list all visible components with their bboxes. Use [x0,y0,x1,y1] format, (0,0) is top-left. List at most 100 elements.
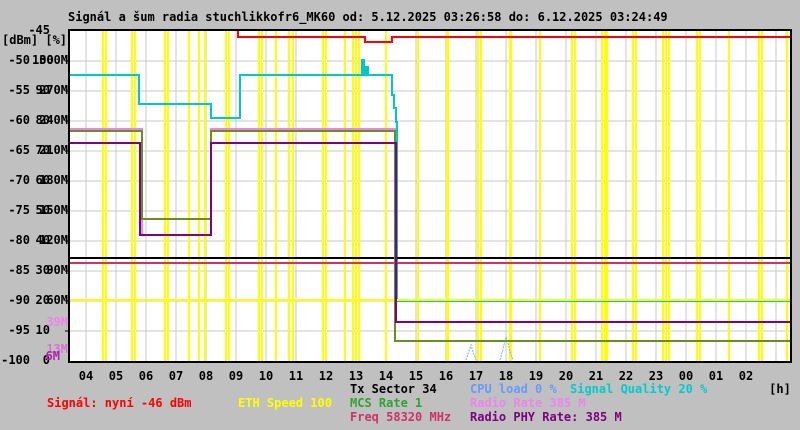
axis-label-dbm: -65 [8,143,30,157]
axis-label-m: 270M [39,83,68,97]
eth-stripe [696,31,698,361]
eth-stripe [105,31,107,361]
eth-stripe [574,31,576,361]
hour-label: 06 [138,369,154,383]
hour-label: 17 [468,369,484,383]
eth-stripe [606,31,608,361]
axis-label-pct: 40 [35,233,50,247]
eth-stripe [188,31,190,361]
axis-label-pct: 30 [35,263,50,277]
eth-stripe [761,31,763,361]
eth-stripe [665,31,667,361]
axis-label-pct: 60 [35,173,50,187]
axis-label-m: 240M [39,113,68,127]
axis-label-dbm: -60 [8,113,30,127]
eth-stripe [385,31,387,361]
axis-label-dbm: -85 [8,263,30,277]
eth-stripe [225,31,227,361]
hour-label: 16 [438,369,454,383]
legend-item: Tx Sector 34 [350,382,437,396]
eth-stripe [539,31,541,361]
legend-item: ETH Speed 100 [238,396,332,410]
eth-stripe [275,31,277,361]
eth-stripe [358,31,360,361]
hour-label: 09 [228,369,244,383]
axis-label-m: 120M [39,233,68,247]
hour-label: 23 [648,369,664,383]
eth-stripe [446,31,449,361]
hour-label: 05 [108,369,124,383]
series-cpu-load [465,343,477,361]
axis-label-dbm: -70 [8,173,30,187]
axis-label-m: 300M [39,53,68,67]
hour-label: 07 [168,369,184,383]
eth-stripe [632,31,634,361]
eth-stripe [292,31,294,361]
hour-label: 13 [348,369,364,383]
eth-stripe [167,31,169,361]
axis-label-dbm: -95 [8,323,30,337]
eth-stripe [344,31,346,361]
hour-label: 02 [738,369,754,383]
hour-label: 22 [618,369,634,383]
eth-stripe [601,31,603,361]
hour-label: 04 [78,369,94,383]
eth-stripe [322,31,324,361]
axis-label-dbm: -100 [1,353,30,367]
eth-stripe [635,31,637,361]
legend-item: MCS Rate 1 [350,396,423,410]
eth-stripe [699,31,701,361]
axis-label-pct: 10 [35,323,50,337]
eth-stripe [604,31,606,361]
axis-label-dbm: -75 [8,203,30,217]
eth-stripe [668,31,670,361]
hour-label: 21 [588,369,604,383]
hour-label: 08 [198,369,214,383]
legend-item: Freq 58320 MHz [350,410,452,424]
axis-label-pct: 90 [35,83,50,97]
legend-item: Signál: nyní -46 dBm [47,396,192,410]
hour-label: 18 [498,369,514,383]
eth-stripe [131,31,133,361]
eth-stripe [352,31,354,361]
axis-label-m: 150M [39,203,68,217]
eth-stripe [662,31,664,361]
hour-label: 14 [378,369,394,383]
axis-unit-label: [dBm] [%] [2,33,68,47]
axis-label-pct: 100 [32,53,54,67]
eth-stripe [204,31,206,361]
eth-stripe [758,31,760,361]
hour-label: 11 [288,369,304,383]
eth-stripe [228,31,230,361]
legend-item: CPU load 0 % [470,382,557,396]
axis-top-tick-label: -45 [28,23,50,37]
series-signal-quality [70,59,790,302]
axis-label-pct: 70 [35,143,50,157]
eth-stripe [325,31,327,361]
axis-label-pct: 50 [35,203,50,217]
hour-label: 15 [408,369,424,383]
eth-stripe [480,31,482,361]
eth-stripe [258,31,260,361]
axis-label-m: 180M [39,173,68,187]
axis-label-m: 90M [46,263,68,277]
eth-stripe [571,31,573,361]
hour-label: 10 [258,369,274,383]
eth-stripe [728,31,730,361]
hour-label: 19 [528,369,544,383]
x-axis-unit-label: [h] [769,382,791,396]
series-signal-dbm [237,31,790,43]
eth-stripe [786,31,788,361]
legend-item: Radio Rate 385 M [470,396,586,410]
hour-label: 20 [558,369,574,383]
eth-stripe [509,31,512,361]
series-radio-phy-rate [70,142,790,323]
axis-label-dbm: -80 [8,233,30,247]
axis-label-dbm: -90 [8,293,30,307]
axis-label-m: 210M [39,143,68,157]
eth-stripe [355,31,357,361]
hour-label: 00 [678,369,694,383]
axis-special-label: 6M [45,349,60,363]
axis-special-label: 39M [46,315,68,329]
